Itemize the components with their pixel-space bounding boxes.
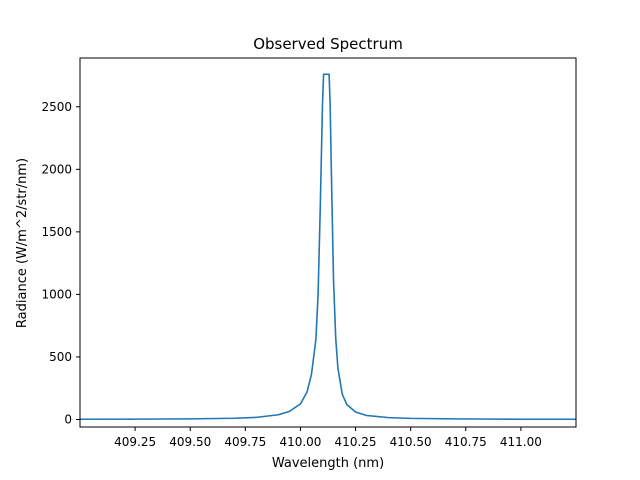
x-tick-label: 410.00	[279, 435, 321, 449]
y-tick-label: 2500	[41, 100, 72, 114]
y-tick-label: 2000	[41, 162, 72, 176]
x-tick-label: 411.00	[500, 435, 542, 449]
x-tick-label: 409.25	[114, 435, 156, 449]
y-tick-label: 1000	[41, 287, 72, 301]
x-axis-ticks: 409.25 409.50 409.75 410.00 410.25 410.50 410.…	[114, 427, 542, 449]
x-tick-label: 410.25	[335, 435, 377, 449]
y-axis-ticks: 0 500 1000 1500 2000 2500	[41, 100, 80, 426]
x-tick-label: 409.50	[169, 435, 211, 449]
y-tick-label: 0	[64, 412, 72, 426]
x-tick-label: 410.75	[445, 435, 487, 449]
y-tick-label: 1500	[41, 225, 72, 239]
y-axis-label: Radiance (W/m^2/str/nm)	[15, 158, 30, 328]
chart-title: Observed Spectrum	[253, 35, 403, 53]
y-tick-label: 500	[49, 350, 72, 364]
x-tick-label: 409.75	[224, 435, 266, 449]
plot-frame	[79, 57, 577, 428]
x-axis-label: Wavelength (nm)	[272, 456, 384, 471]
x-tick-label: 410.50	[390, 435, 432, 449]
series-line-0	[79, 73, 576, 421]
